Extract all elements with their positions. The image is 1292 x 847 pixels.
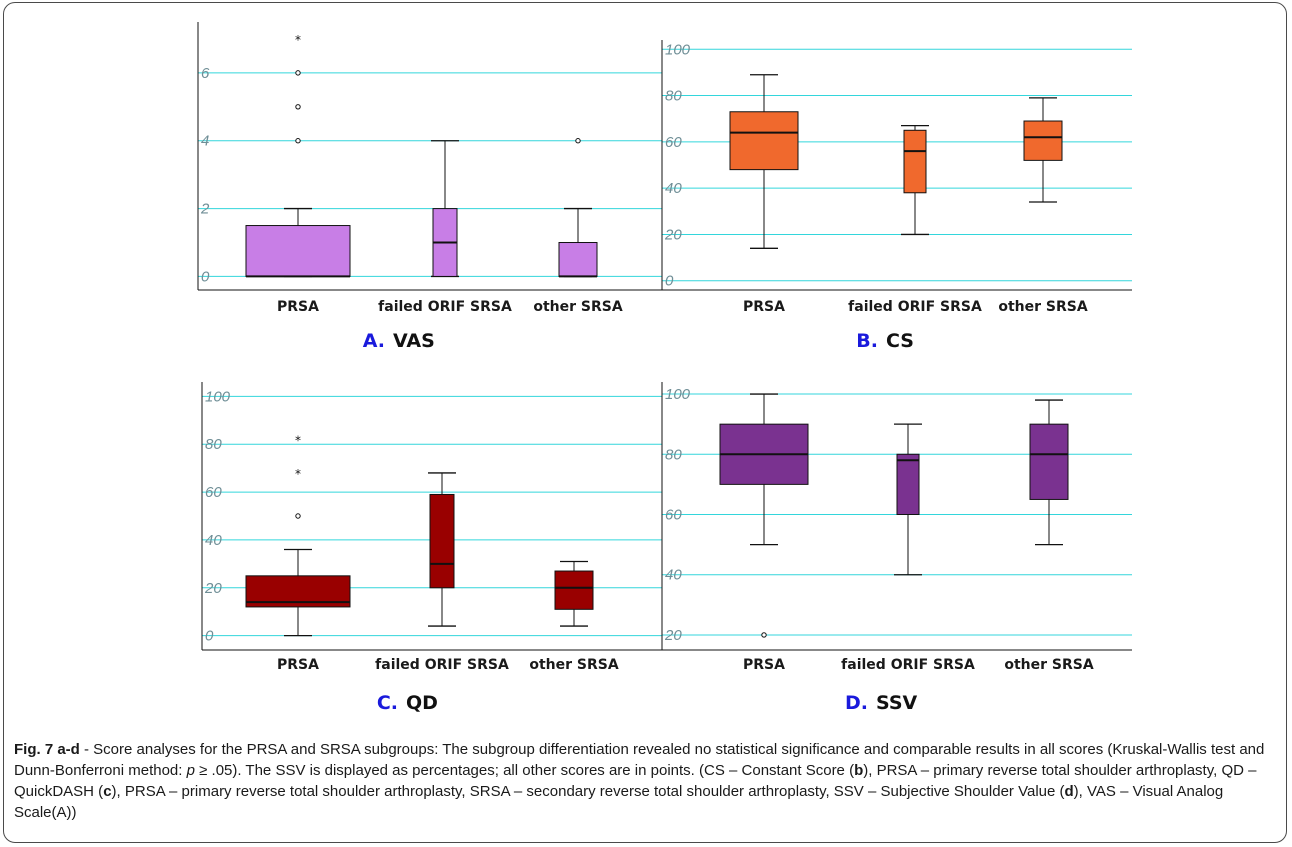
y-tick-label: 2: [200, 201, 210, 218]
x-category-label: other SRSA: [533, 299, 622, 315]
panel-letter: C.: [377, 692, 398, 714]
box: [897, 454, 919, 514]
box: [555, 571, 593, 609]
x-category-label: PRSA: [277, 299, 319, 315]
panel-letter: A.: [363, 330, 385, 352]
panel-title: CS: [886, 330, 914, 352]
y-tick-label: 40: [205, 532, 222, 549]
x-category-label: failed ORIF SRSA: [378, 299, 512, 315]
box: [1024, 121, 1062, 160]
panel-a-vas: 0 2 4 6 * PRSA failed ORIF SRSA other SRSA A. VAS: [198, 22, 662, 352]
outlier-point: [296, 514, 300, 518]
extreme-point: *: [295, 33, 301, 47]
box: [559, 243, 597, 277]
caption-ref-b: b: [854, 762, 863, 779]
box: [904, 130, 926, 193]
y-tick-label: 20: [204, 580, 222, 597]
caption-ref-d: d: [1065, 783, 1074, 800]
y-tick-label: 4: [201, 133, 209, 150]
x-category-label: PRSA: [743, 657, 785, 673]
y-tick-label: 80: [205, 436, 222, 453]
panel-title: SSV: [876, 692, 918, 714]
panel-title: QD: [406, 692, 438, 714]
y-tick-label: 20: [664, 627, 682, 644]
outlier-point: [296, 105, 300, 109]
box: [246, 226, 350, 277]
figure-caption: Fig. 7 a-d - Score analyses for the PRSA…: [14, 739, 1276, 823]
box: [430, 494, 454, 587]
y-tick-label: 100: [665, 386, 691, 403]
y-tick-label: 20: [664, 226, 682, 243]
box: [730, 112, 798, 170]
caption-p-symbol: p: [187, 762, 195, 779]
x-category-label: failed ORIF SRSA: [848, 299, 982, 315]
y-tick-label: 0: [201, 268, 210, 285]
caption-text-4: ), PRSA – primary reverse total shoulder…: [112, 783, 1065, 800]
y-tick-label: 0: [205, 628, 214, 645]
panel-c-qd: 0 20 40 60 80 100 * * PRSA failed ORIF SRSA other …: [202, 382, 662, 714]
panel-b-cs: 0 20 40 60 80 100 PRSA failed ORIF SRSA other SR…: [662, 40, 1132, 352]
y-tick-label: 80: [665, 88, 682, 105]
y-tick-label: 60: [205, 484, 222, 501]
y-tick-label: 100: [665, 41, 691, 58]
y-tick-label: 60: [665, 134, 682, 151]
outlier-point: [296, 71, 300, 75]
caption-text-2: ≥ .05). The SSV is displayed as percenta…: [195, 762, 854, 779]
outlier-point: [576, 139, 580, 143]
outlier-point: [762, 633, 766, 637]
x-category-label: other SRSA: [1004, 657, 1093, 673]
x-category-label: other SRSA: [529, 657, 618, 673]
y-tick-label: 80: [665, 446, 682, 463]
figure-panels: 0 2 4 6 * PRSA failed ORIF SRSA other SRSA A. VAS…: [0, 0, 1292, 735]
extreme-point: *: [295, 467, 301, 481]
x-category-label: failed ORIF SRSA: [841, 657, 975, 673]
y-tick-label: 40: [665, 180, 682, 197]
y-tick-label: 60: [665, 506, 682, 523]
panel-letter: D.: [845, 692, 868, 714]
y-tick-label: 40: [665, 567, 682, 584]
x-category-label: PRSA: [277, 657, 319, 673]
extreme-point: *: [295, 433, 301, 447]
panel-title: VAS: [393, 330, 435, 352]
panel-d-ssv: 20 40 60 80 100 PRSA failed ORIF SRSA other SRS…: [662, 382, 1132, 714]
y-tick-label: 0: [665, 273, 674, 290]
y-tick-label: 100: [205, 388, 231, 405]
x-category-label: failed ORIF SRSA: [375, 657, 509, 673]
box: [1030, 424, 1068, 499]
outlier-point: [296, 139, 300, 143]
x-category-label: other SRSA: [998, 299, 1087, 315]
y-tick-label: 6: [201, 65, 210, 82]
caption-ref-c: c: [103, 783, 111, 800]
caption-fig-label: Fig. 7 a-d: [14, 741, 80, 758]
panel-letter: B.: [856, 330, 878, 352]
x-category-label: PRSA: [743, 299, 785, 315]
